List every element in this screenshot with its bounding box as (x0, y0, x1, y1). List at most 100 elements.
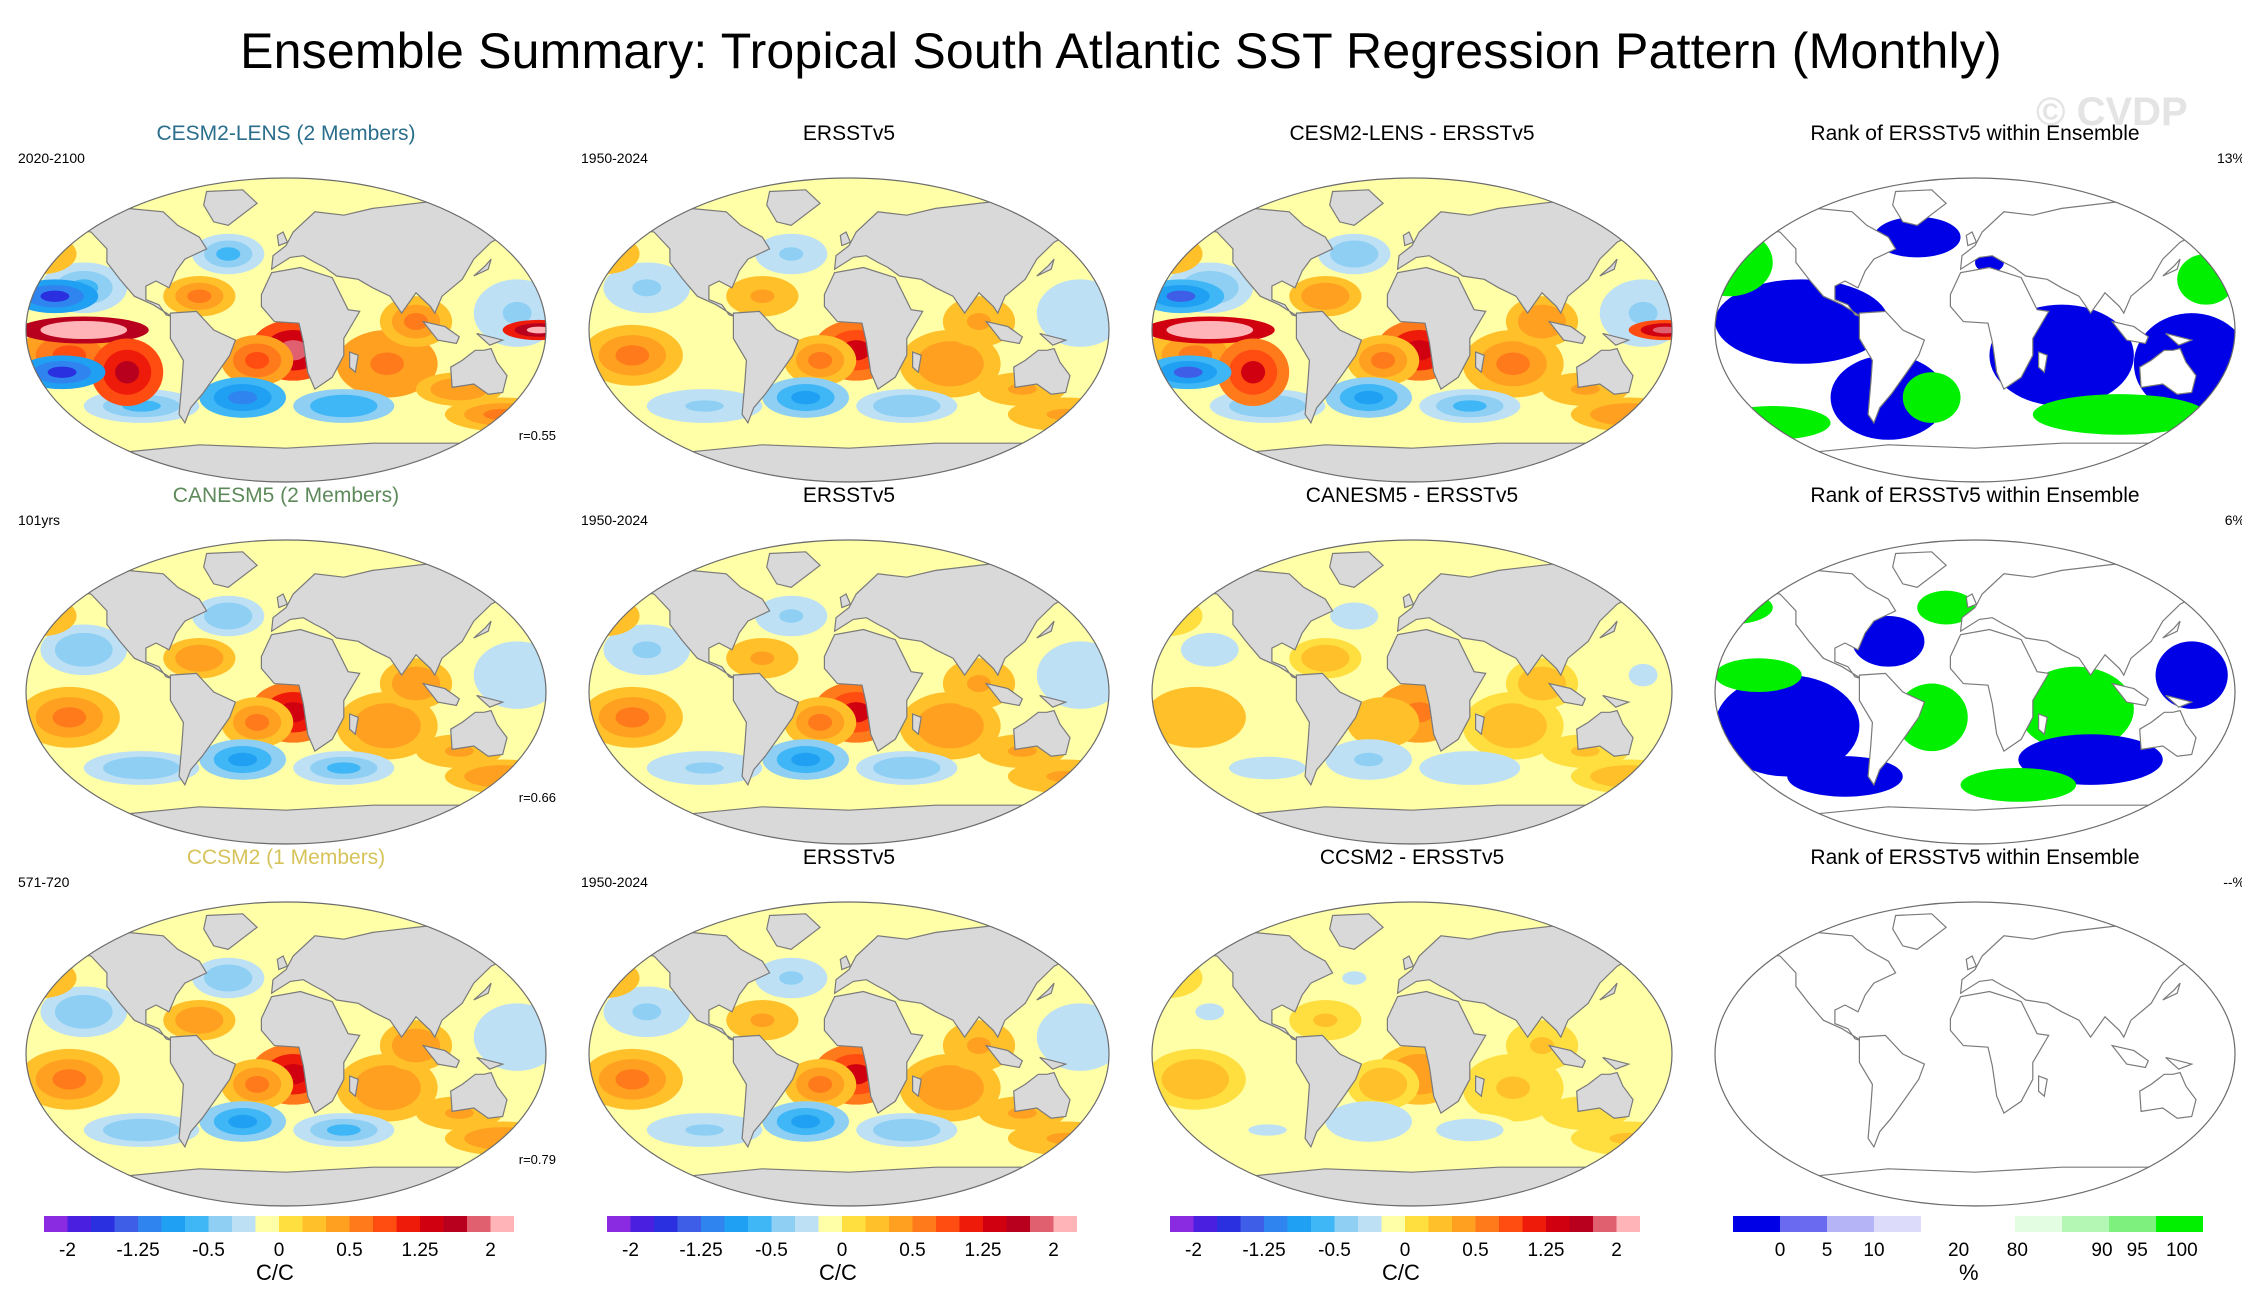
land-antarctica (1715, 804, 2235, 844)
land-south-america (1858, 310, 1926, 425)
map-ccsm2-model (25, 901, 547, 1207)
rank-category-mark (1715, 675, 1860, 777)
land-madagascar (912, 1075, 922, 1098)
colorbar-unit: C/C (1382, 1260, 1420, 1285)
colorbar-tick-label: -0.5 (755, 1240, 788, 1261)
land-australia (1576, 1071, 1634, 1119)
sst-anomaly-mark (1154, 971, 1179, 985)
land-eurasia (270, 562, 545, 677)
sst-anomaly-mark (591, 609, 616, 623)
colorbar-tick-label: 1.25 (402, 1240, 439, 1261)
land-greenland (1892, 551, 1948, 588)
sst-anomaly-mark (1248, 762, 1287, 774)
panel-period: 571-720 (18, 874, 70, 890)
map-border (588, 539, 1110, 845)
sst-anomaly-mark (1166, 290, 1196, 302)
sst-anomaly-mark (122, 762, 161, 774)
land-new-guinea (2165, 1056, 2194, 1070)
colorbar-swatch (373, 1216, 397, 1232)
sst-anomaly-mark (1313, 1013, 1338, 1027)
land-uk (276, 593, 289, 609)
colorbar-swatch (1264, 1216, 1288, 1232)
panel-canesm5-diff: CANESM5 - ERSSTv5 (1142, 484, 1682, 845)
sst-anomaly-mark (685, 762, 724, 774)
land-japan (1036, 258, 1055, 277)
colorbar-swatch (443, 1216, 468, 1232)
colorbar-tick-label: -1.25 (116, 1240, 159, 1261)
colorbar-rank: 0 5 10 20 80 90 95 100 % (1733, 1214, 2204, 1304)
land-antarctica (26, 804, 546, 844)
land-africa (1386, 628, 1487, 753)
colorbar-swatch (1546, 1216, 1570, 1232)
land-antarctica (1715, 1166, 2235, 1206)
land-antarctica (1152, 804, 1672, 844)
sst-anomaly-mark (1065, 1025, 1095, 1049)
map-canesm5-model (25, 539, 547, 845)
map-border (25, 901, 547, 1207)
panel-title: CESM2-LENS - ERSSTv5 (1289, 122, 1535, 145)
sst-anomaly-mark (216, 971, 241, 985)
land-australia (2139, 347, 2197, 395)
colorbar-tick-label: 5 (1822, 1240, 1833, 1261)
land-eurasia (833, 200, 1108, 315)
land-madagascar (2038, 713, 2048, 736)
colorbar-swatch (1006, 1216, 1031, 1232)
map-rank-row2 (1714, 539, 2236, 845)
sst-anomaly-mark (966, 675, 992, 692)
map-rank-row3 (1714, 901, 2236, 1207)
land-north-america (605, 569, 771, 680)
colorbar-tick-label: 2 (485, 1240, 496, 1261)
map-ersst-row2 (588, 539, 1110, 845)
colorbar-swatch (1240, 1216, 1265, 1232)
land-japan (473, 982, 492, 1001)
sst-anomaly-mark (245, 713, 270, 731)
land-australia (1576, 709, 1634, 757)
colorbar-tick-label: 0.5 (336, 1240, 362, 1261)
land-new-guinea (1602, 1056, 1631, 1070)
land-indonesia (1547, 1044, 1587, 1069)
colorbar-swatch (208, 1216, 233, 1232)
sst-anomaly-mark (791, 1114, 821, 1129)
sst-anomaly-mark (1178, 707, 1213, 728)
colorbar-swatch (795, 1216, 819, 1232)
panel-title: ERSSTv5 (802, 122, 896, 145)
land-antarctica (1152, 442, 1672, 482)
colorbar-tick-label: 0 (274, 1240, 285, 1261)
colorbar-swatch (1874, 1216, 1922, 1232)
colorbar-swatch (1921, 1216, 1969, 1232)
land-new-guinea (1039, 694, 1068, 708)
panel-ersst-row3: ERSSTv5 1950-2024 (579, 846, 1119, 1207)
sst-anomaly-mark (966, 313, 992, 330)
land-madagascar (912, 351, 922, 374)
colorbar-swatch (771, 1216, 796, 1232)
colorbar-swatch (255, 1216, 280, 1232)
sst-anomaly-mark (216, 609, 241, 623)
sst-anomaly-mark (1452, 762, 1487, 774)
panel-title: CANESM5 (2 Members) (172, 484, 400, 507)
sst-anomaly-mark (1342, 609, 1367, 623)
sst-anomaly-mark (1152, 602, 1191, 630)
land-new-guinea (1039, 1056, 1068, 1070)
land-new-guinea (476, 332, 505, 346)
land-africa (823, 628, 924, 753)
rank-category-mark (1715, 406, 1831, 440)
map-rank-row1 (1714, 177, 2236, 483)
map-border (25, 177, 547, 483)
colorbar-unit: C/C (819, 1260, 857, 1285)
land-africa (260, 990, 361, 1115)
colorbar-tick-label: -2 (1185, 1240, 1202, 1261)
sst-anomaly-mark (615, 345, 650, 366)
land-japan (1599, 982, 1618, 1001)
land-new-guinea (2165, 694, 2194, 708)
colorbar-tick-label: 0 (1400, 1240, 1411, 1261)
sst-anomaly-mark (1628, 663, 1658, 687)
land-eurasia (1959, 200, 2234, 315)
land-south-america (169, 310, 237, 425)
land-greenland (203, 913, 259, 950)
colorbar-swatch (161, 1216, 186, 1232)
colorbar-unit: % (1959, 1260, 1979, 1285)
rank-percent: --% (2223, 874, 2242, 890)
land-south-america (1858, 672, 1926, 787)
sst-anomaly-mark (1173, 366, 1203, 378)
sst-anomaly-mark (1152, 240, 1191, 268)
